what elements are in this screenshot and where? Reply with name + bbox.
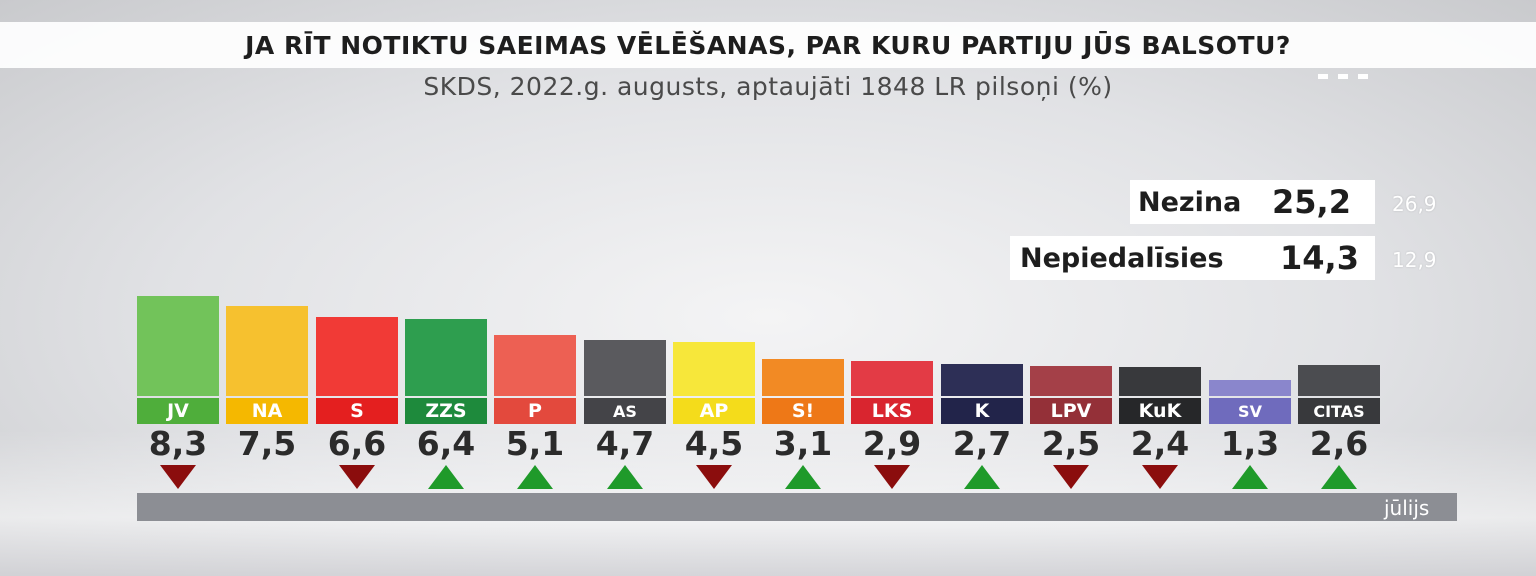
chart-title: JA RĪT NOTIKTU SAEIMAS VĒLĒŠANAS, PAR KU…: [245, 31, 1291, 60]
data-label: 3,1: [773, 424, 833, 463]
bar-label: NA: [226, 398, 308, 424]
trend-up-icon: [1321, 465, 1357, 489]
trend-down-icon: [339, 465, 375, 489]
data-label: 8,3: [148, 424, 208, 463]
trend-up-icon: [1232, 465, 1268, 489]
bar-label: AP: [673, 398, 755, 424]
trend-up-icon: [517, 465, 553, 489]
trend-down-icon: [160, 465, 196, 489]
data-label: 2,7: [952, 424, 1012, 463]
data-label: 2,5: [1041, 424, 1101, 463]
bar-na: [226, 306, 308, 396]
bar-kuk: [1119, 367, 1201, 396]
data-label: 7,5: [237, 424, 297, 463]
undecided-box: Nezina 25,2: [1130, 180, 1375, 224]
bar-lks: [851, 361, 933, 396]
bar-label: AS: [584, 398, 666, 424]
previous-month-strip: [137, 493, 1457, 521]
data-label: 5,1: [505, 424, 565, 463]
bar-label: CITAS: [1298, 398, 1380, 424]
trend-up-icon: [428, 465, 464, 489]
not-voting-box: Nepiedalīsies 14,3: [1010, 236, 1375, 280]
bar-jv: [137, 296, 219, 396]
bar-label: LPV: [1030, 398, 1112, 424]
bar-label: P: [494, 398, 576, 424]
data-label: 6,6: [327, 424, 387, 463]
bar-label: LKS: [851, 398, 933, 424]
data-label: 2,4: [1130, 424, 1190, 463]
bar-label: S!: [762, 398, 844, 424]
bar-sv: [1209, 380, 1291, 396]
trend-down-icon: [1053, 465, 1089, 489]
trend-down-icon: [874, 465, 910, 489]
bar-label: SV: [1209, 398, 1291, 424]
title-band: [0, 22, 1536, 68]
chart-subtitle: SKDS, 2022.g. augusts, aptaujāti 1848 LR…: [423, 72, 1113, 101]
undecided-label: Nezina: [1138, 187, 1242, 218]
not-voting-previous: 12,9: [1392, 248, 1437, 272]
previous-month-label: jūlijs: [1384, 496, 1430, 520]
bar-label: JV: [137, 398, 219, 424]
data-label: 4,7: [595, 424, 655, 463]
bar-p: [494, 335, 576, 396]
broadcaster-logo: [1318, 64, 1378, 83]
trend-up-icon: [785, 465, 821, 489]
bar-label: S: [316, 398, 398, 424]
data-label: 2,6: [1309, 424, 1369, 463]
trend-down-icon: [696, 465, 732, 489]
trend-down-icon: [1142, 465, 1178, 489]
data-label: 6,4: [416, 424, 476, 463]
undecided-previous: 26,9: [1392, 192, 1437, 216]
undecided-value: 25,2: [1272, 183, 1351, 221]
bar-ap: [673, 342, 755, 396]
bar-zzs: [405, 319, 487, 396]
trend-up-icon: [964, 465, 1000, 489]
data-label: 2,9: [862, 424, 922, 463]
bar-s: [316, 317, 398, 396]
bar-label: KuK: [1119, 398, 1201, 424]
data-label: 4,5: [684, 424, 744, 463]
not-voting-value: 14,3: [1280, 239, 1359, 277]
bar-label: ZZS: [405, 398, 487, 424]
data-label: 1,3: [1220, 424, 1280, 463]
trend-up-icon: [607, 465, 643, 489]
not-voting-label: Nepiedalīsies: [1020, 243, 1224, 274]
bar-lpv: [1030, 366, 1112, 396]
bar-label: K: [941, 398, 1023, 424]
bar-sexcl: [762, 359, 844, 396]
bar-citas: [1298, 365, 1380, 396]
bar-k: [941, 364, 1023, 396]
bar-as: [584, 340, 666, 396]
